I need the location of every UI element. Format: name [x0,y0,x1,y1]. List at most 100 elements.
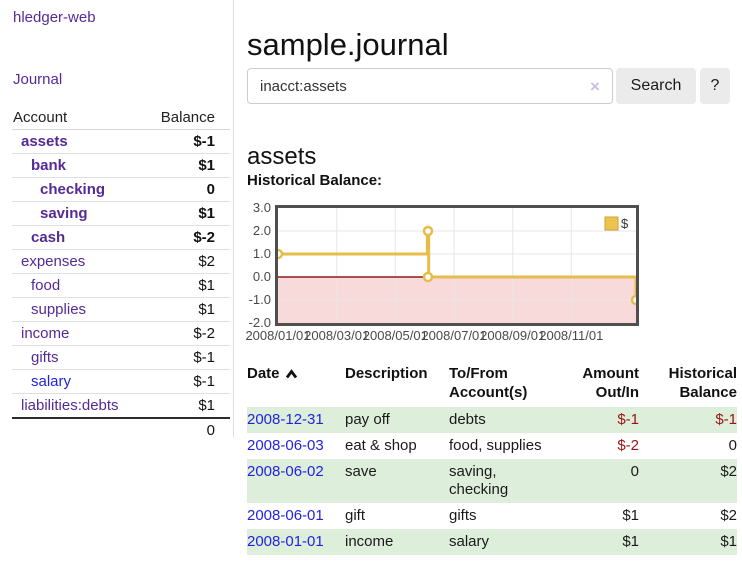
transaction-accounts: saving, checking [449,459,547,503]
sidebar-divider [233,0,234,437]
transaction-balance: 0 [639,433,737,459]
search-input[interactable] [247,68,613,104]
accounts-column-header-balance: Balance [144,106,230,130]
sidebar-account-link-income[interactable]: income [21,325,69,342]
sidebar-account-link-supplies[interactable]: supplies [31,301,86,318]
transaction-date-link[interactable]: 2008-06-01 [247,507,324,524]
transaction-balance: $1 [639,529,737,555]
column-header-balance: Historical Balance [639,362,737,407]
y-axis-tick: -1.0 [247,292,271,308]
y-axis-tick: 1.0 [247,246,271,262]
accounts-total-row: 0 [12,418,230,442]
transaction-balance: $-1 [639,407,737,433]
transaction-amount: $1 [547,503,639,529]
transaction-description: pay off [345,407,449,433]
account-balance: $2 [144,250,230,274]
search-button[interactable]: Search [616,68,696,104]
accounts-header-row: Account Balance [12,106,230,130]
account-balance: $1 [144,154,230,178]
sidebar-account-link-bank[interactable]: bank [31,157,66,174]
clear-search-icon[interactable]: × [585,77,605,97]
register-account-heading: assets [247,143,316,171]
account-row: saving $1 [12,202,230,226]
account-row: salary $-1 [12,370,230,394]
account-balance: $-1 [144,370,230,394]
transaction-row: 2008-12-31 pay off debts $-1 $-1 [247,407,737,433]
y-axis-tick: 0.0 [247,269,271,285]
transaction-accounts: debts [449,407,547,433]
transaction-accounts: gifts [449,503,547,529]
register-header-row: Date Description To/From Account(s) Amou… [247,362,737,407]
account-balance: $1 [144,298,230,322]
sidebar-account-link-food[interactable]: food [31,277,60,294]
transaction-description: income [345,529,449,555]
transaction-date-link[interactable]: 2008-01-01 [247,533,324,550]
account-balance: $1 [144,202,230,226]
account-balance: 0 [144,178,230,202]
transaction-date-link[interactable]: 2008-12-31 [247,411,324,428]
chart-title: Historical Balance: [247,172,382,189]
column-header-description: Description [345,362,449,407]
transaction-description: save [345,459,449,503]
accounts-table: Account Balance assets $-1 bank $1 check… [12,106,230,442]
sort-ascending-icon [285,369,298,379]
transaction-balance: $2 [639,503,737,529]
page-title: sample.journal [247,27,449,63]
historical-balance-chart: 3.0 2.0 1.0 0.0 -1.0 -2.0 [247,200,667,346]
legend-swatch [605,217,618,230]
transaction-description: eat & shop [345,433,449,459]
help-button[interactable]: ? [700,68,730,104]
account-balance: $1 [144,394,230,419]
account-row: assets $-1 [12,130,230,154]
legend-label: $ [621,216,629,231]
transaction-amount: $1 [547,529,639,555]
account-balance: $-1 [144,130,230,154]
account-row: food $1 [12,274,230,298]
sidebar-account-link-checking[interactable]: checking [40,181,105,198]
column-header-amount: Amount Out/In [547,362,639,407]
account-row: bank $1 [12,154,230,178]
account-row: cash $-2 [12,226,230,250]
x-axis-tick: 2008/11/01 [531,328,611,344]
account-row: checking 0 [12,178,230,202]
transaction-row: 2008-06-03 eat & shop food, supplies $-2… [247,433,737,459]
transaction-date-link[interactable]: 2008-06-02 [247,463,324,480]
transaction-row: 2008-06-01 gift gifts $1 $2 [247,503,737,529]
sidebar-account-link-salary[interactable]: salary [31,373,71,390]
register-table: Date Description To/From Account(s) Amou… [247,362,737,555]
y-axis-tick: 2.0 [247,223,271,239]
y-axis-tick: 3.0 [247,200,271,216]
transaction-row: 2008-06-02 save saving, checking 0 $2 [247,459,737,503]
sidebar-account-link-saving[interactable]: saving [40,205,88,222]
sidebar-account-link-cash[interactable]: cash [31,229,65,246]
transaction-row: 2008-01-01 income salary $1 $1 [247,529,737,555]
column-header-date[interactable]: Date [247,362,345,407]
account-balance: $-2 [144,226,230,250]
account-row: income $-2 [12,322,230,346]
accounts-column-header-account: Account [12,106,144,130]
accounts-total-balance: 0 [144,418,230,442]
column-header-accounts: To/From Account(s) [449,362,547,407]
sidebar-account-link-liabilities-debts[interactable]: liabilities:debts [21,397,119,414]
transaction-description: gift [345,503,449,529]
account-row: liabilities:debts $1 [12,394,230,419]
sidebar-account-link-assets[interactable]: assets [21,133,68,150]
account-balance: $-2 [144,322,230,346]
sidebar-account-link-expenses[interactable]: expenses [21,253,85,270]
sidebar-account-link-gifts[interactable]: gifts [31,349,59,366]
account-row: supplies $1 [12,298,230,322]
transaction-amount: $-1 [547,407,639,433]
transaction-accounts: salary [449,529,547,555]
transaction-balance: $2 [639,459,737,503]
account-row: gifts $-1 [12,346,230,370]
transaction-accounts: food, supplies [449,433,547,459]
account-balance: $1 [144,274,230,298]
brand-link[interactable]: hledger-web [13,9,96,26]
transaction-date-link[interactable]: 2008-06-03 [247,437,324,454]
transaction-amount: $-2 [547,433,639,459]
chart-legend: $ [605,216,629,231]
sidebar-item-journal[interactable]: Journal [13,71,62,88]
account-balance: $-1 [144,346,230,370]
chart-plot-area[interactable]: $ [275,205,639,326]
transaction-amount: 0 [547,459,639,503]
